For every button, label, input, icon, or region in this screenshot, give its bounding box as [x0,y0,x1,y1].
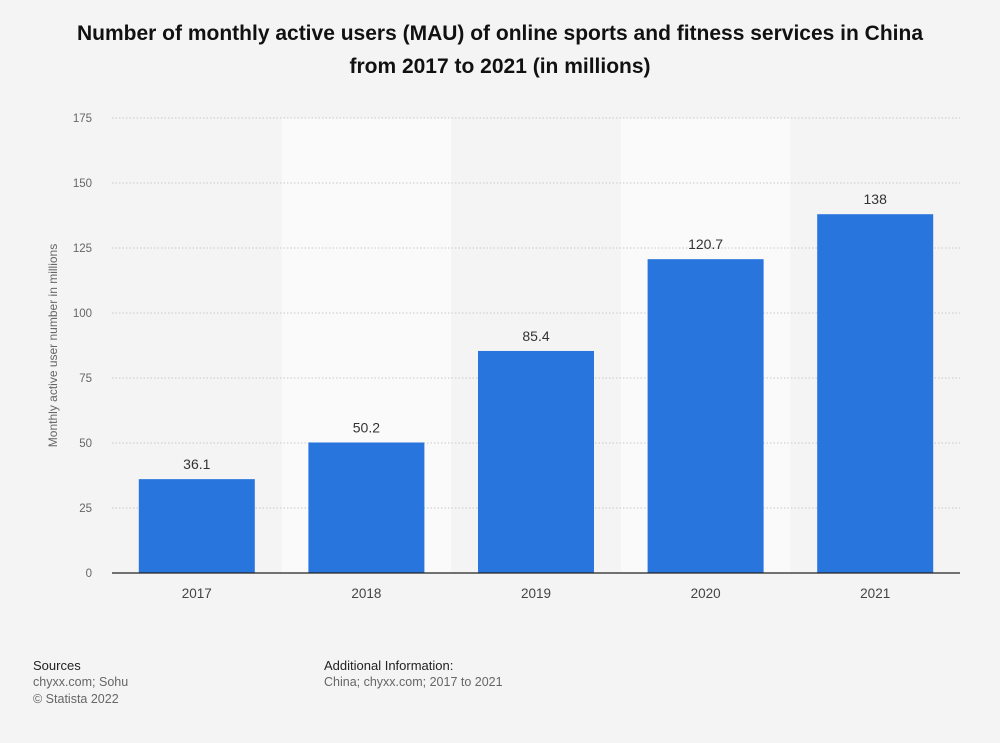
y-tick-label: 25 [79,503,92,515]
y-tick-label: 75 [79,373,92,385]
y-axis-label: Monthly active user number in millions [46,244,60,447]
y-tick-label: 100 [73,308,92,320]
value-label-2017: 36.1 [183,456,210,472]
additional-info-block: Additional Information: China; chyxx.com… [324,657,503,691]
bar-chart: 0 25 50 75 100 125 150 175 36.1 50.2 85.4 120.7 138… [46,113,960,601]
bar-2021[interactable] [817,214,934,573]
value-label-2021: 138 [864,191,888,207]
additional-info-heading: Additional Information: [324,658,454,673]
y-tick-label: 125 [73,243,92,255]
value-labels: 36.1 50.2 85.4 120.7 138 [183,191,887,472]
y-tick-label: 150 [73,178,92,190]
bar-2018[interactable] [308,442,425,573]
x-tick-label-2018: 2018 [351,586,381,601]
value-label-2018: 50.2 [353,419,380,435]
bar-2019[interactable] [478,350,594,573]
chart-title-line-2: from 2017 to 2021 (in millions) [349,55,651,78]
chart-title-line-1: Number of monthly active users (MAU) of … [77,22,923,45]
value-label-2020: 120.7 [688,236,723,252]
x-axis-ticks: 2017 2018 2019 2020 2021 [182,586,890,601]
bars [138,214,934,573]
bar-2020[interactable] [647,259,764,573]
chart-title: Number of monthly active users (MAU) of … [40,17,960,83]
value-label-2019: 85.4 [522,328,549,344]
sources-list[interactable]: chyxx.com; Sohu [33,675,129,689]
x-tick-label-2021: 2021 [860,586,890,601]
x-tick-label-2017: 2017 [182,586,212,601]
additional-info-text: China; chyxx.com; 2017 to 2021 [324,675,503,689]
y-tick-label: 50 [79,438,92,450]
y-tick-label: 175 [73,113,92,125]
sources-block: Sources chyxx.com; Sohu © Statista 2022 [33,657,128,708]
y-tick-label: 0 [86,568,92,580]
sources-heading: Sources [33,658,81,673]
x-tick-label-2019: 2019 [521,586,551,601]
x-tick-label-2020: 2020 [691,586,721,601]
copyright: © Statista 2022 [33,692,119,706]
bar-2017[interactable] [138,479,255,573]
y-axis-ticks: 0 25 50 75 100 125 150 175 [73,113,92,580]
